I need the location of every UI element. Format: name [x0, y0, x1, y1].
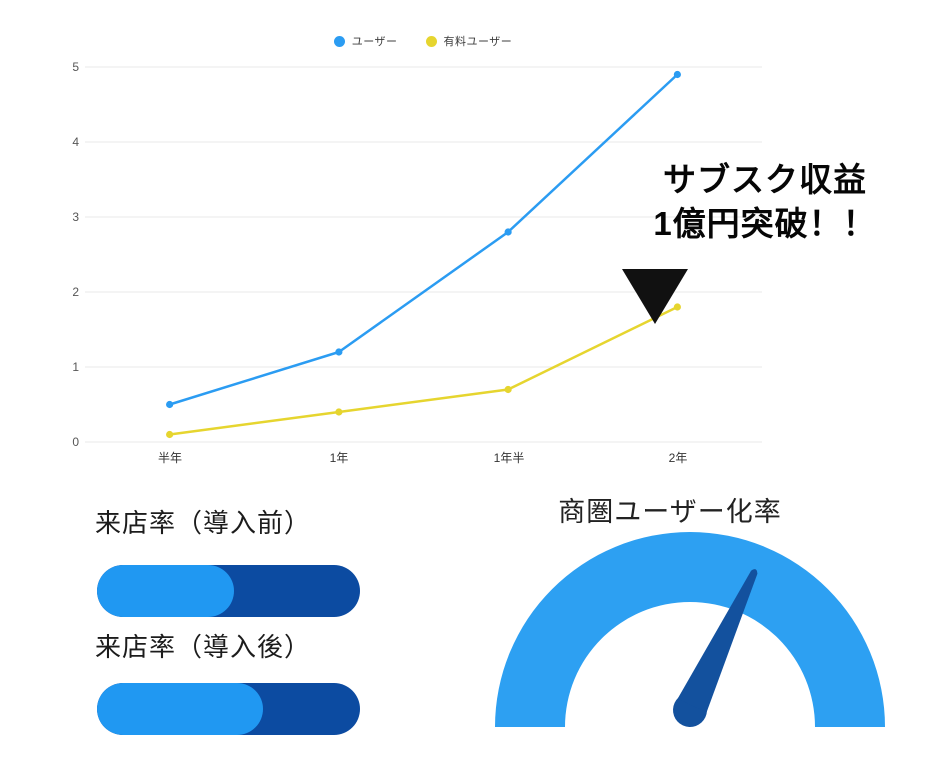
data-point — [673, 70, 681, 79]
legend-dot-paid-users-icon — [425, 35, 437, 47]
x-tick-label: 半年 — [157, 451, 182, 465]
progress-bar-before — [97, 565, 360, 617]
data-point — [166, 430, 174, 439]
series-line-1 — [169, 305, 678, 436]
gauge-title: 商圏ユーザー化率 — [558, 497, 782, 527]
y-tick-label: 1 — [72, 360, 79, 374]
series-line-0 — [169, 73, 679, 406]
annotation-text: サブスク収益 1億円突破！！ — [640, 158, 890, 246]
annotation-line-2: 1億円突破！！ — [653, 205, 877, 242]
chart-plot-area — [85, 66, 762, 443]
x-tick-label: 2年 — [668, 451, 688, 465]
legend-item-paid-users: 有料ユーザー — [425, 33, 513, 49]
legend-dot-users-icon — [333, 35, 345, 47]
x-tick-label: 1年 — [329, 451, 349, 465]
y-tick-label: 4 — [72, 135, 79, 149]
annotation-line-1: サブスク収益 — [663, 161, 867, 198]
legend-label-paid-users: 有料ユーザー — [443, 36, 513, 48]
x-tick-label: 1年半 — [493, 451, 525, 465]
data-point — [166, 400, 174, 409]
y-tick-label: 3 — [72, 210, 79, 224]
y-tick-label: 5 — [72, 60, 79, 74]
chart-legend: ユーザー 有料ユーザー — [0, 33, 846, 49]
gauge-needle-icon — [673, 569, 758, 727]
down-triangle-icon — [622, 269, 688, 324]
progress-bar-before-fill — [97, 565, 234, 617]
y-tick-label: 2 — [72, 285, 79, 299]
progress-bar-after-fill — [97, 683, 263, 735]
line-chart: ユーザー 有料ユーザー 5 4 3 2 1 0 半年 1年 1年半 2年 サブス… — [0, 33, 890, 465]
data-point — [504, 228, 512, 236]
progress-bar-after — [97, 683, 360, 735]
bar-label-before: 来店率（導入前） — [95, 508, 312, 538]
gauge-chart — [495, 532, 885, 727]
legend-item-users: ユーザー — [333, 33, 398, 49]
legend-label-users: ユーザー — [351, 36, 398, 48]
y-tick-label: 0 — [72, 435, 79, 449]
data-point — [335, 408, 343, 416]
data-point — [504, 385, 512, 394]
gauge-arc — [495, 532, 885, 727]
bar-label-after: 来店率（導入後） — [95, 632, 312, 662]
data-point — [335, 348, 343, 356]
